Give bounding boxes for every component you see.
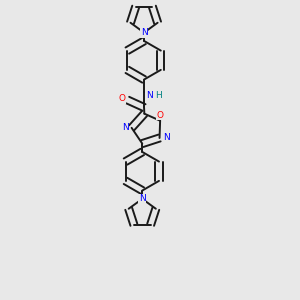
Text: N: N bbox=[141, 28, 147, 37]
Text: N: N bbox=[122, 123, 128, 132]
Text: H: H bbox=[155, 91, 162, 100]
Text: O: O bbox=[157, 111, 164, 120]
Text: N: N bbox=[147, 91, 153, 100]
Text: N: N bbox=[139, 194, 146, 203]
Text: N: N bbox=[163, 134, 170, 142]
Text: O: O bbox=[119, 94, 126, 103]
